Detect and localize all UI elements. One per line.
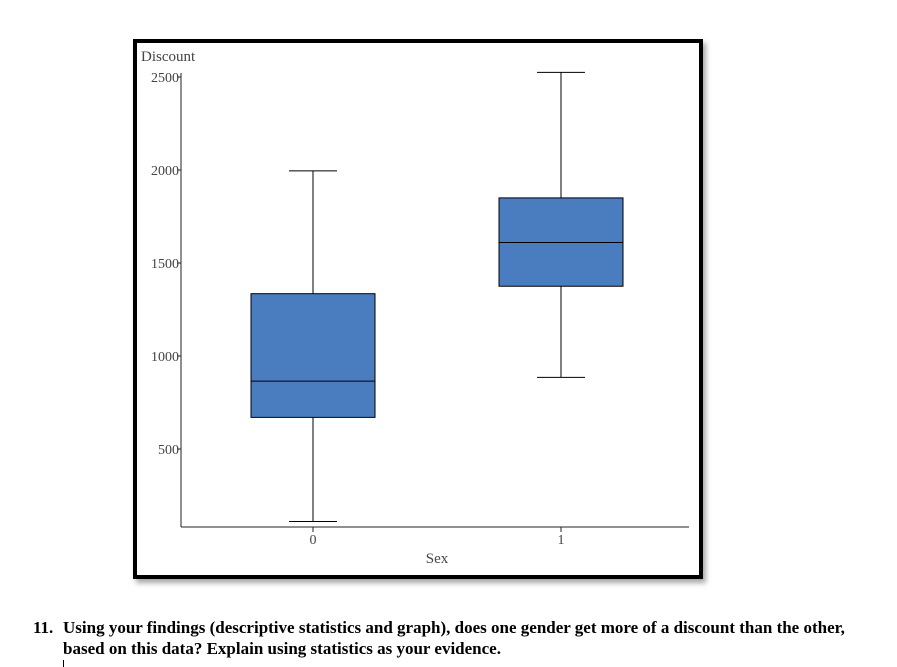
text-cursor <box>63 660 64 667</box>
question: 11. Using your findings (descriptive sta… <box>33 617 873 659</box>
box-plot: Discount 500 1000 1500 2000 2500 0 1 Sex <box>141 49 689 567</box>
x-tick-label: 0 <box>310 533 317 548</box>
iqr-box <box>250 293 376 418</box>
y-tick-label: 2500 <box>151 71 179 86</box>
question-text: Using your findings (descriptive statist… <box>63 618 845 658</box>
y-tick-label: 1500 <box>151 257 179 272</box>
chart-frame: Discount 500 1000 1500 2000 2500 0 1 Sex <box>133 39 703 579</box>
y-tick-label: 2000 <box>151 164 179 179</box>
x-axis-label: Sex <box>426 551 449 567</box>
question-number: 11. <box>33 618 54 637</box>
y-tick-label: 500 <box>158 443 179 458</box>
y-tick-label: 1000 <box>151 350 179 365</box>
y-axis-label: Discount <box>141 49 196 65</box>
x-tick-label: 1 <box>558 533 565 548</box>
